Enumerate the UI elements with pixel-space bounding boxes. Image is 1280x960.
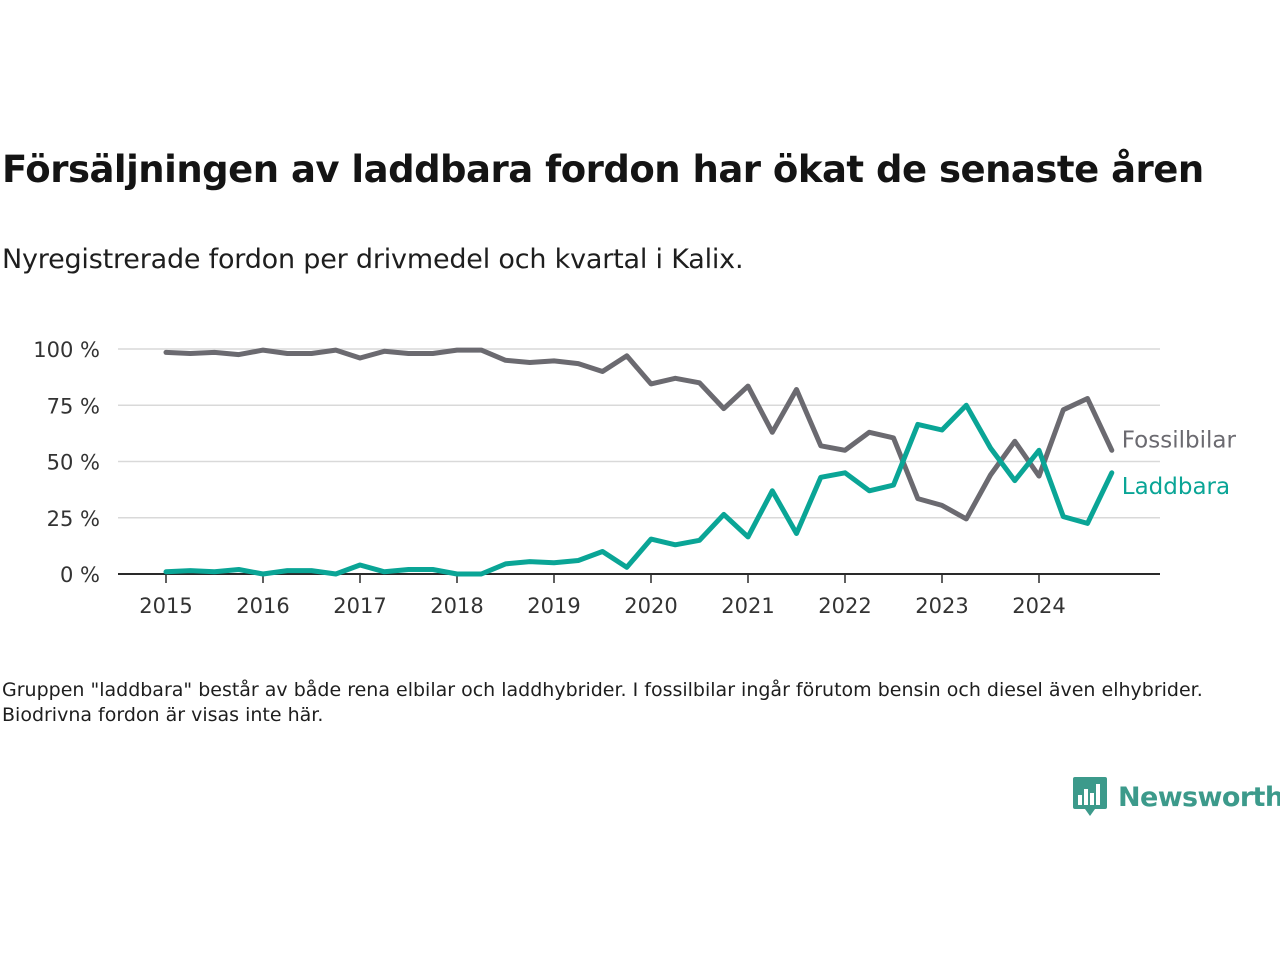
- x-tick-label: 2021: [721, 594, 774, 618]
- chart-title: Försäljningen av laddbara fordon har öka…: [2, 148, 1204, 191]
- x-tick-label: 2019: [527, 594, 580, 618]
- x-tick-label: 2024: [1012, 594, 1065, 618]
- x-tick-label: 2020: [624, 594, 677, 618]
- y-tick-label: 100 %: [33, 338, 100, 362]
- x-tick-label: 2015: [139, 594, 192, 618]
- series-label-fossilbilar: Fossilbilar: [1122, 427, 1237, 453]
- chart-subtitle: Nyregistrerade fordon per drivmedel och …: [2, 244, 744, 275]
- x-tick-label: 2018: [430, 594, 483, 618]
- chart-footnote: Gruppen "laddbara" består av både rena e…: [2, 679, 1203, 726]
- y-tick-label: 25 %: [47, 507, 100, 531]
- y-tick-label: 75 %: [47, 394, 100, 418]
- line-chart: 0 % 25 % 50 % 75 % 100 % 2015 2016 2017 2018 2019…: [33, 338, 1237, 618]
- y-tick-label: 0 %: [60, 563, 100, 587]
- brand-name: Newsworthy: [1118, 781, 1280, 813]
- series-line-fossilbilar: [163, 347, 1115, 522]
- x-tick-label: 2023: [915, 594, 968, 618]
- y-tick-label: 50 %: [47, 451, 100, 475]
- x-tick-label: 2022: [818, 594, 871, 618]
- x-tick-label: 2016: [236, 594, 289, 618]
- x-tick-label: 2017: [333, 594, 386, 618]
- series-line-laddbara: [163, 402, 1115, 577]
- newsworthy-logo-icon: [1073, 777, 1107, 816]
- newsworthy-brand: Newsworthy: [1072, 776, 1280, 818]
- series-label-laddbara: Laddbara: [1122, 474, 1230, 500]
